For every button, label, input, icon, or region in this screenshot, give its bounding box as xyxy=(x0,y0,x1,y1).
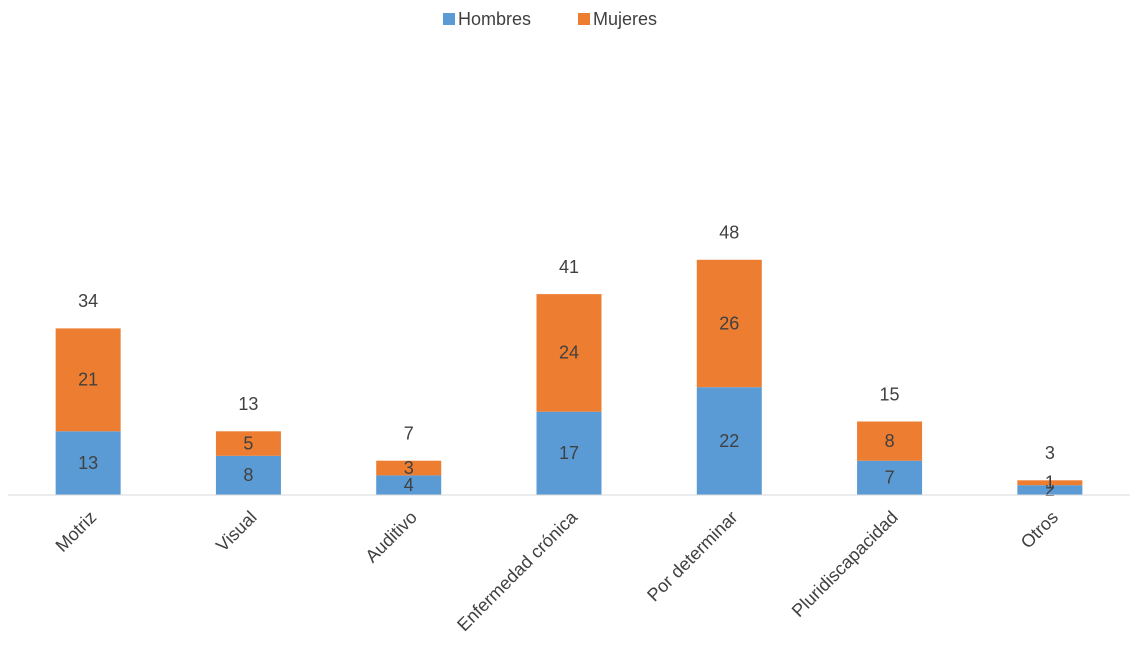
data-label: 3 xyxy=(404,458,414,478)
data-label: 2 xyxy=(1045,480,1055,500)
total-label: 34 xyxy=(78,291,98,311)
bar-segment xyxy=(696,387,762,495)
data-label: 4 xyxy=(404,475,414,495)
x-tick-label: Pluridiscapacidad xyxy=(788,507,902,621)
data-label: 17 xyxy=(559,443,579,463)
total-label: 7 xyxy=(404,423,414,443)
total-label: 48 xyxy=(719,223,739,243)
legend-label: Mujeres xyxy=(593,9,657,29)
bar-segment xyxy=(536,411,602,495)
data-label: 7 xyxy=(885,468,895,488)
bar-segment xyxy=(376,460,442,476)
bar-segment xyxy=(1017,485,1083,495)
total-label: 41 xyxy=(559,257,579,277)
data-label: 13 xyxy=(78,453,98,473)
data-label: 24 xyxy=(559,343,579,363)
data-label: 8 xyxy=(243,465,253,485)
x-tick-label: Auditivo xyxy=(361,507,420,566)
legend-swatch xyxy=(578,13,590,25)
data-label: 8 xyxy=(885,431,895,451)
x-tick-label: Otros xyxy=(1017,507,1062,552)
x-tick-label: Visual xyxy=(212,507,261,556)
legend-swatch xyxy=(443,13,455,25)
data-label: 1 xyxy=(1045,473,1055,493)
bar-segment xyxy=(536,294,602,412)
bar-segment xyxy=(215,455,281,495)
legend-label: Hombres xyxy=(458,9,531,29)
bar-segment xyxy=(857,421,923,461)
bar-segment xyxy=(857,460,923,495)
bar-segment xyxy=(55,431,121,495)
data-label: 22 xyxy=(719,431,739,451)
total-label: 3 xyxy=(1045,443,1055,463)
bar-segment xyxy=(215,431,281,456)
x-tick-label: Por determinar xyxy=(643,507,741,605)
x-tick-label: Motriz xyxy=(52,507,101,556)
bar-segment xyxy=(55,328,121,432)
bar-segment xyxy=(1017,480,1083,486)
bar-segment xyxy=(696,259,762,388)
data-label: 21 xyxy=(78,370,98,390)
total-label: 13 xyxy=(238,394,258,414)
total-label: 15 xyxy=(880,384,900,404)
data-label: 26 xyxy=(719,313,739,333)
data-label: 5 xyxy=(243,433,253,453)
x-tick-label: Enfermedad crónica xyxy=(453,506,582,635)
bar-segment xyxy=(376,475,442,495)
